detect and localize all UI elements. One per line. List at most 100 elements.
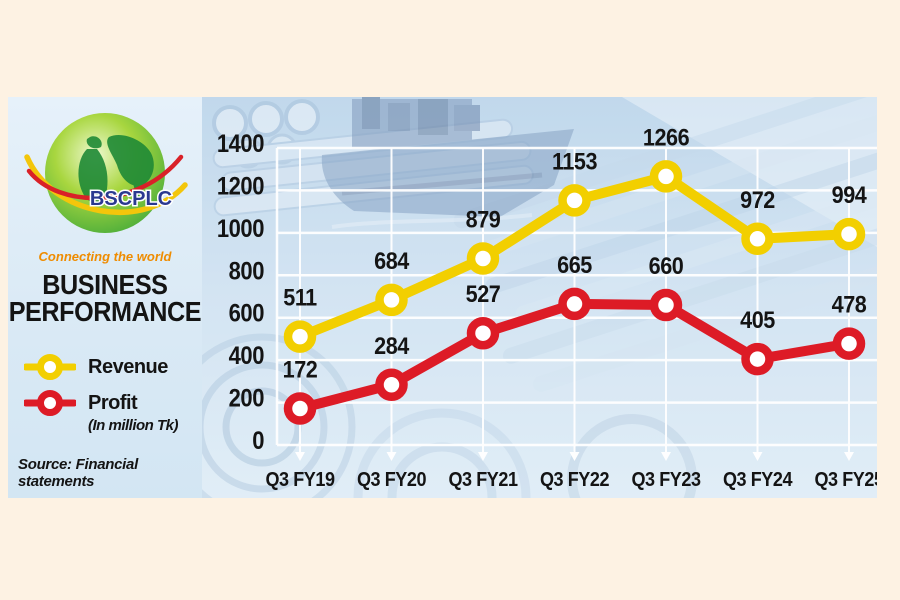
axis-arrow-icon-0 xyxy=(295,452,305,461)
axis-arrow-icon-5 xyxy=(752,452,763,461)
svg-text:200: 200 xyxy=(229,384,265,412)
svg-text:1200: 1200 xyxy=(217,172,265,200)
profit-value-label-2: 527 xyxy=(466,280,501,307)
legend-label-profit: Profit xyxy=(88,391,138,414)
profit-value-label-6: 478 xyxy=(832,291,867,318)
revenue-point-2 xyxy=(466,242,500,275)
unit-note: (In million Tk) xyxy=(88,417,179,435)
light-sky-shape xyxy=(622,97,877,247)
page-title-line2: PERFORMANCE xyxy=(8,295,202,327)
svg-text:660: 660 xyxy=(649,252,684,279)
y-axis-label-1200: 1200 xyxy=(217,172,265,200)
revenue-value-label-0: 511 xyxy=(283,284,318,311)
revenue-value-label-4: 1266 xyxy=(643,123,690,150)
profit-value-label-1: 284 xyxy=(374,332,410,359)
axis-arrow-icon-3 xyxy=(569,452,580,461)
profit-point-3 xyxy=(558,287,591,321)
svg-text:405: 405 xyxy=(740,306,775,333)
axis-arrow-icon-6 xyxy=(844,452,854,461)
y-axis-label-200: 200 xyxy=(229,384,265,412)
svg-text:527: 527 xyxy=(466,280,501,307)
page-title: BUSINESS PERFORMANCE xyxy=(8,269,202,327)
svg-text:172: 172 xyxy=(283,355,318,382)
svg-text:Q3 FY19: Q3 FY19 xyxy=(265,469,335,491)
chart-panel: 0 200 400 600 800 1000 1200 1400 Q3 FY19 Q3 FY20 Q… xyxy=(202,97,877,498)
x-axis-label-1: Q3 FY20 xyxy=(357,469,427,491)
left-panel: BSCPLC Connecting the world BUSINESS PER… xyxy=(8,97,202,498)
svg-text:1266: 1266 xyxy=(643,123,689,150)
x-axis-label-6: Q3 FY25 xyxy=(814,469,877,491)
page-title-line1: BUSINESS xyxy=(42,269,168,300)
revenue-value-label-5: 972 xyxy=(740,186,775,213)
svg-text:994: 994 xyxy=(832,181,867,208)
revenue-point-1 xyxy=(375,283,408,317)
profit-value-label-5: 405 xyxy=(740,306,776,333)
legend-label-revenue: Revenue xyxy=(88,355,168,378)
x-axis-label-2: Q3 FY21 xyxy=(448,469,518,491)
y-axis-label-0: 0 xyxy=(252,427,265,455)
revenue-value-label-2: 879 xyxy=(466,205,501,232)
revenue-value-label-6: 994 xyxy=(832,181,868,208)
profit-point-0 xyxy=(283,392,317,425)
svg-text:Q3 FY22: Q3 FY22 xyxy=(540,469,609,491)
revenue-value-label-3: 1153 xyxy=(552,147,598,174)
revenue-point-6 xyxy=(832,217,866,251)
svg-text:1400: 1400 xyxy=(217,130,265,158)
x-axis-label-3: Q3 FY22 xyxy=(540,469,610,491)
red-swoosh-icon xyxy=(26,154,184,201)
y-axis-label-600: 600 xyxy=(229,299,265,327)
profit-value-label-4: 660 xyxy=(649,252,684,279)
profit-point-4 xyxy=(649,288,683,322)
svg-text:478: 478 xyxy=(832,291,867,318)
profit-point-2 xyxy=(466,316,500,350)
revenue-marker-icon xyxy=(24,354,76,381)
yellow-swoosh-icon xyxy=(24,154,188,216)
svg-text:511: 511 xyxy=(283,284,317,311)
y-axis-label-1400: 1400 xyxy=(217,130,265,158)
profit-point-6 xyxy=(832,327,866,360)
axis-arrow-icon-4 xyxy=(661,452,671,461)
revenue-value-label-1: 684 xyxy=(374,247,410,274)
profit-value-label-3: 665 xyxy=(557,251,593,278)
profit-value-label-0: 172 xyxy=(283,355,318,382)
logo-text: BSCPLC xyxy=(90,188,172,210)
x-axis-label-0: Q3 FY19 xyxy=(265,469,335,491)
svg-text:800: 800 xyxy=(229,257,265,285)
bscplc-logo: BSCPLC xyxy=(24,113,188,233)
svg-text:879: 879 xyxy=(466,205,501,232)
ship-silhouette xyxy=(321,97,574,229)
svg-text:Q3 FY23: Q3 FY23 xyxy=(631,469,701,491)
svg-text:400: 400 xyxy=(229,342,265,370)
legend-item-profit: Profit xyxy=(24,387,186,419)
profit-marker-icon xyxy=(24,390,76,417)
content-band: BSCPLC Connecting the world BUSINESS PER… xyxy=(8,97,877,498)
cable-coils xyxy=(202,333,697,498)
axis-arrow-icon-2 xyxy=(478,452,488,461)
revenue-point-5 xyxy=(741,222,774,256)
x-axis-label-5: Q3 FY24 xyxy=(723,469,793,491)
y-axis-label-400: 400 xyxy=(229,342,265,370)
svg-text:684: 684 xyxy=(374,247,409,274)
chart-legend: Revenue Profit xyxy=(24,351,186,419)
svg-text:1153: 1153 xyxy=(552,147,597,174)
legend-item-revenue: Revenue xyxy=(24,351,186,383)
y-axis-label-1000: 1000 xyxy=(217,215,265,243)
x-axis-label-4: Q3 FY23 xyxy=(631,469,701,491)
revenue-point-3 xyxy=(558,184,591,217)
svg-text:665: 665 xyxy=(557,251,592,278)
svg-text:1000: 1000 xyxy=(217,215,265,243)
source-note: Source: Financial statements xyxy=(18,456,138,490)
svg-text:Q3 FY21: Q3 FY21 xyxy=(448,469,518,491)
y-axis-label-800: 800 xyxy=(229,257,265,285)
continents-icon xyxy=(78,134,154,203)
performance-chart: 0 200 400 600 800 1000 1200 1400 Q3 FY19 Q3 FY20 Q… xyxy=(217,123,877,491)
svg-text:Q3 FY20: Q3 FY20 xyxy=(357,469,426,491)
svg-text:284: 284 xyxy=(374,332,409,359)
revenue-point-4 xyxy=(649,160,683,193)
svg-text:0: 0 xyxy=(252,427,264,455)
axis-arrow-icon-1 xyxy=(386,452,397,461)
revenue-point-0 xyxy=(283,320,317,353)
svg-text:972: 972 xyxy=(740,186,775,213)
svg-text:Q3 FY25: Q3 FY25 xyxy=(814,469,877,491)
